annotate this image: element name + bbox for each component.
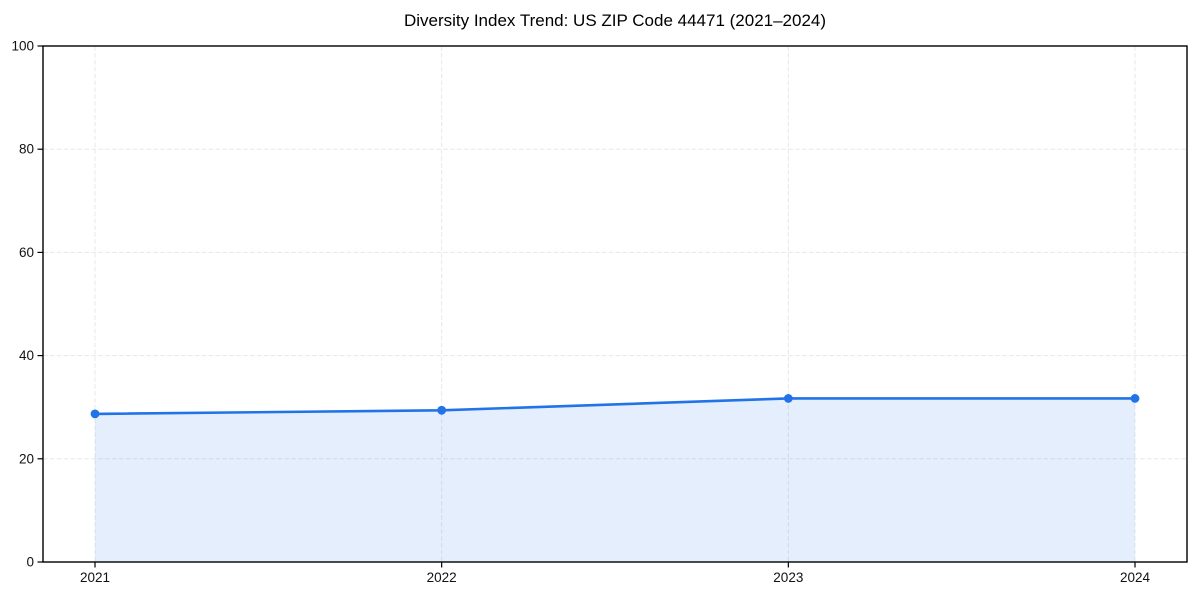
trend-line — [93, 397, 1137, 416]
data-point-2023 — [783, 394, 793, 403]
chart-title: Diversity Index Trend: US ZIP Code 44471… — [403, 11, 827, 30]
y-tick-label: 0 — [26, 555, 34, 570]
y-tick-label: 20 — [19, 451, 34, 466]
data-point-2021 — [90, 409, 100, 419]
y-tick-label: 80 — [19, 142, 34, 157]
data-point-2024 — [1130, 394, 1140, 403]
y-tick-label: 60 — [19, 245, 34, 260]
data-point-2022 — [437, 405, 447, 415]
x-tick-label: 2021 — [80, 570, 110, 585]
plot-border — [42, 45, 1188, 563]
x-tick-label: 2024 — [1120, 570, 1151, 585]
x-tick-label: 2023 — [773, 570, 803, 585]
area-fill — [95, 398, 1135, 562]
x-tick-label: 2022 — [427, 570, 457, 585]
y-tick-label: 100 — [11, 39, 34, 54]
y-tick-label: 40 — [19, 348, 34, 363]
